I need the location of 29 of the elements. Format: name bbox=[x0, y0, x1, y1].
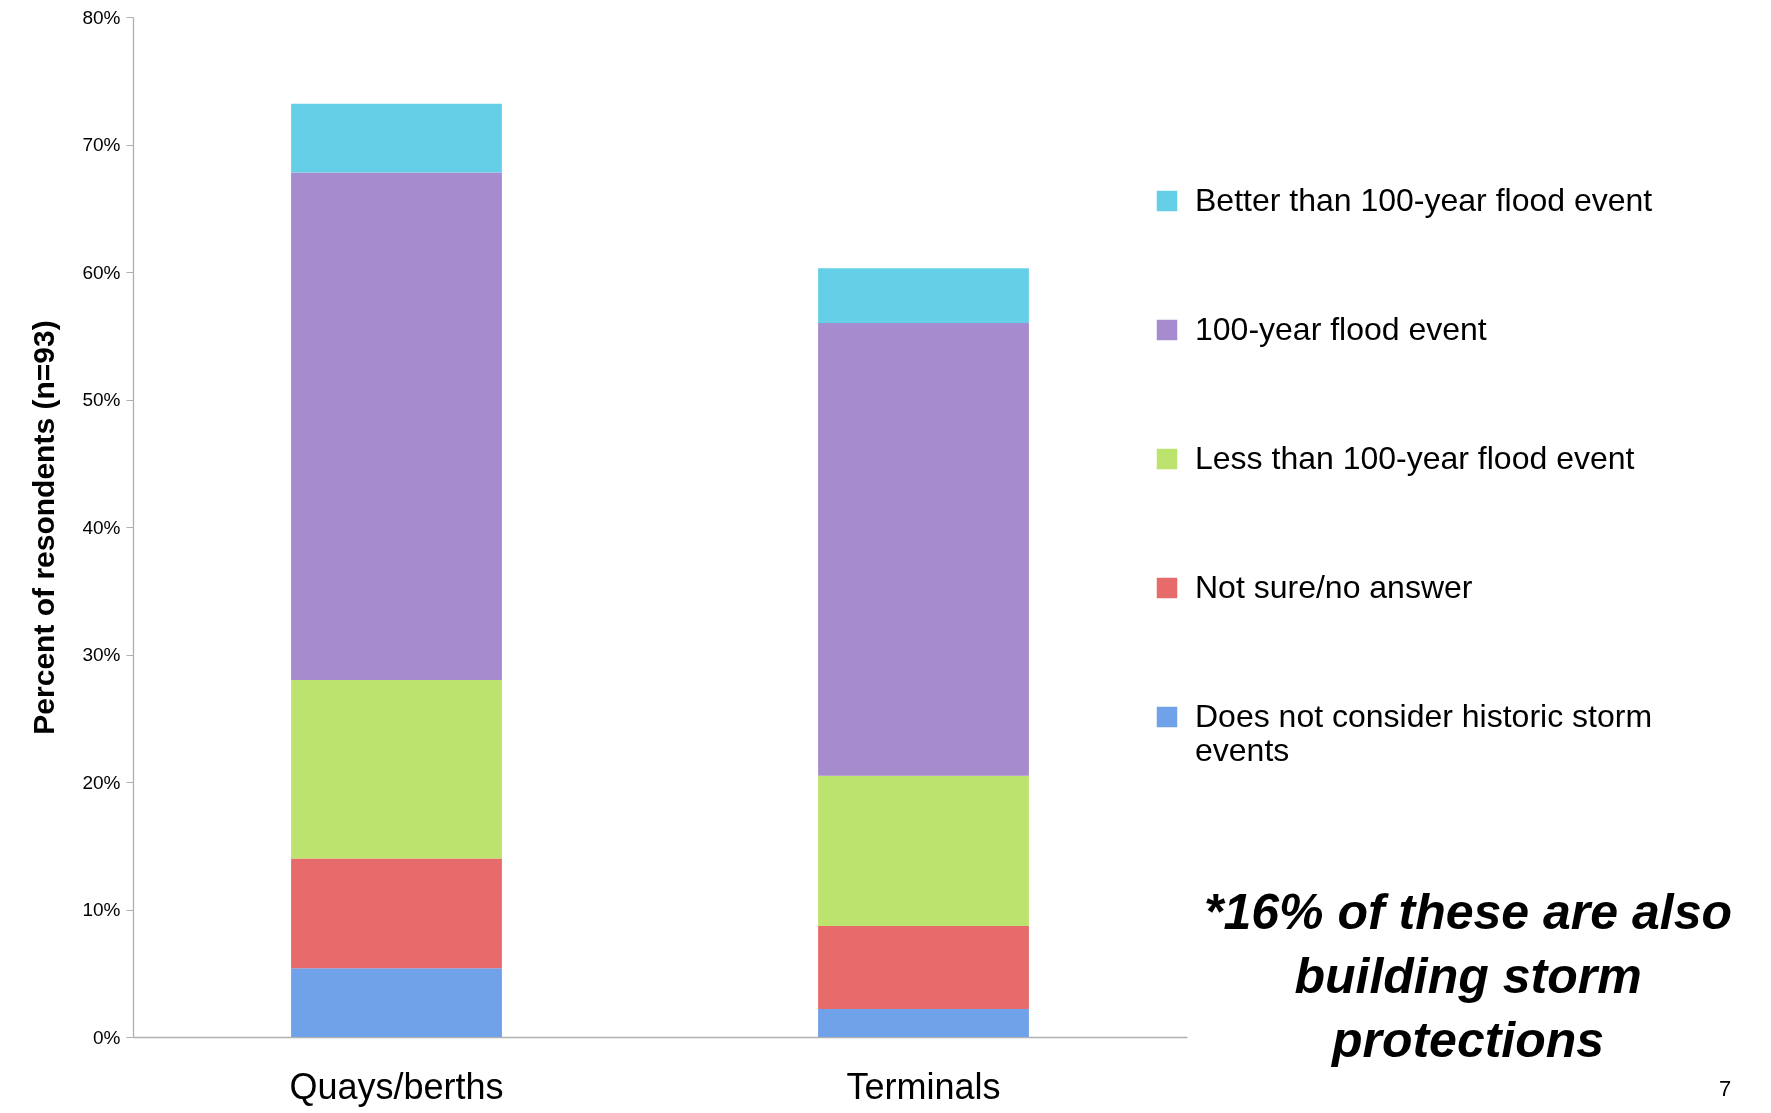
bar bbox=[818, 323, 1029, 776]
y-tick-label: 50% bbox=[82, 389, 121, 410]
y-tick-label: 60% bbox=[82, 261, 121, 283]
bar bbox=[291, 172, 502, 680]
x-tick-label: Quays/berths bbox=[289, 1065, 504, 1107]
legend-label: Does not consider historic storm events bbox=[1195, 698, 1653, 768]
legend-label: Not sure/no answer bbox=[1195, 569, 1473, 605]
bar bbox=[291, 968, 502, 1037]
text: *16% of these are also building storm protections bbox=[1203, 884, 1733, 1068]
bar bbox=[818, 926, 1029, 1009]
x-tick-label: Terminals bbox=[846, 1065, 1001, 1107]
legend-label: Better than 100-year flood event bbox=[1195, 182, 1653, 218]
text: 7 bbox=[1718, 1076, 1732, 1101]
bar bbox=[291, 103, 502, 173]
legend-label: Less than 100-year flood event bbox=[1195, 440, 1635, 476]
bar bbox=[818, 775, 1029, 927]
bar bbox=[818, 1008, 1029, 1037]
y-axis-title: Percent of resondents (n=93) bbox=[27, 320, 61, 735]
bar bbox=[291, 680, 502, 859]
y-tick-label: 40% bbox=[82, 516, 121, 538]
bar bbox=[291, 858, 502, 969]
y-tick-label: 80% bbox=[82, 6, 121, 28]
legend-label: 100-year flood event bbox=[1195, 311, 1487, 347]
y-tick-label: 70% bbox=[82, 134, 121, 155]
bar bbox=[818, 268, 1029, 323]
y-tick-label: 20% bbox=[82, 771, 121, 793]
y-tick-label: 10% bbox=[82, 899, 121, 920]
y-tick-label: 30% bbox=[82, 644, 121, 665]
y-tick-label: 0% bbox=[93, 1026, 121, 1048]
